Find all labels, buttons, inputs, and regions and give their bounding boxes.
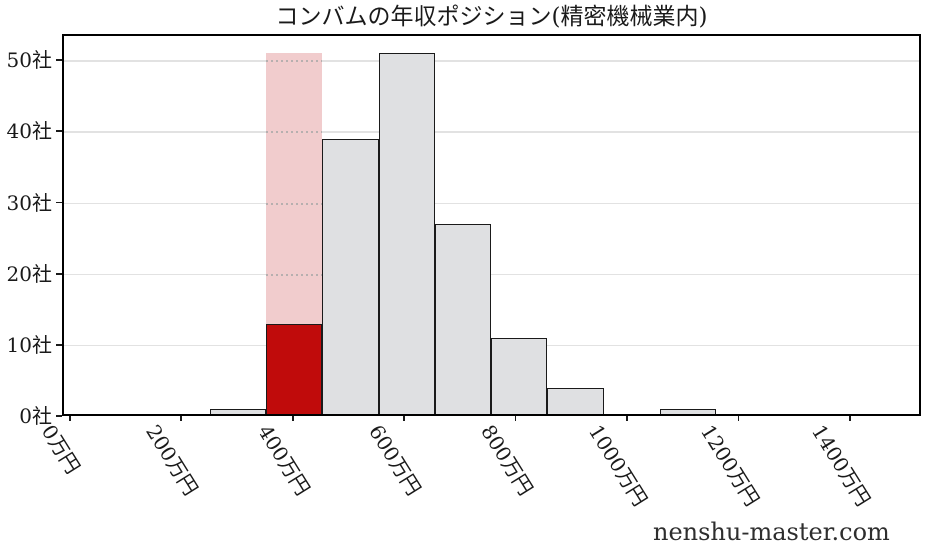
x-tick-label-text: 1000万円 [583,420,653,511]
x-tick-mark-1400万円 [848,416,851,421]
band-dotted-gridline-20社 [266,273,323,276]
x-tick-label-text: 200万円 [141,420,204,500]
x-tick-label-text: 1400万円 [806,420,876,511]
x-tick-mark-400万円 [291,416,294,421]
y-tick-label-40社: 40社 [6,119,52,144]
histogram-bar-453-554万円 [322,138,379,414]
histogram-bar-352-453万円 [266,323,323,414]
x-tick-label-text: 0万円 [36,420,86,478]
x-tick-mark-200万円 [180,416,183,421]
site-watermark: nenshu-master.com [653,518,890,546]
gridline-20社 [64,273,919,276]
histogram-bar-251-352万円 [209,408,267,414]
y-tick-mark-10社 [56,343,62,346]
x-tick-label-text: 800万円 [475,420,538,500]
x-tick-mark-600万円 [403,416,406,421]
x-tick-mark-1200万円 [737,416,740,421]
y-tick-label-0社: 0社 [19,404,52,428]
band-dotted-gridline-50社 [266,60,323,63]
y-tick-mark-50社 [56,59,62,62]
y-tick-mark-20社 [56,272,62,275]
x-tick-mark-800万円 [514,416,517,421]
band-dotted-gridline-30社 [266,202,323,205]
gridline-30社 [64,202,919,205]
y-tick-label-50社: 50社 [6,48,52,73]
x-tick-mark-0万円 [69,416,71,421]
y-tick-mark-30社 [56,201,62,204]
histogram-bar-857-958万円 [547,387,604,414]
chart-title: コンバムの年収ポジション(精密機械業内) [275,4,708,30]
y-tick-label-30社: 30社 [6,190,52,215]
gridline-50社 [64,60,919,62]
y-tick-label-10社: 10社 [6,332,52,357]
histogram-bar-554-655万円 [378,53,435,414]
plot-inner [64,36,919,414]
x-tick-label-text: 1200万円 [695,420,764,511]
plot-area [62,34,921,416]
y-tick-mark-40社 [56,130,62,133]
x-tick-mark-1000万円 [626,416,628,421]
gridline-40社 [64,131,919,133]
x-tick-label-text: 600万円 [364,420,427,500]
y-tick-mark-0社 [56,415,62,417]
histogram-bar-1059-1160万円 [659,408,717,414]
band-dotted-gridline-40社 [266,131,323,134]
x-tick-label-text: 400万円 [252,420,315,500]
y-tick-label-20社: 20社 [6,261,52,286]
histogram-bar-655-756万円 [434,223,492,414]
histogram-bar-756-857万円 [491,337,548,414]
